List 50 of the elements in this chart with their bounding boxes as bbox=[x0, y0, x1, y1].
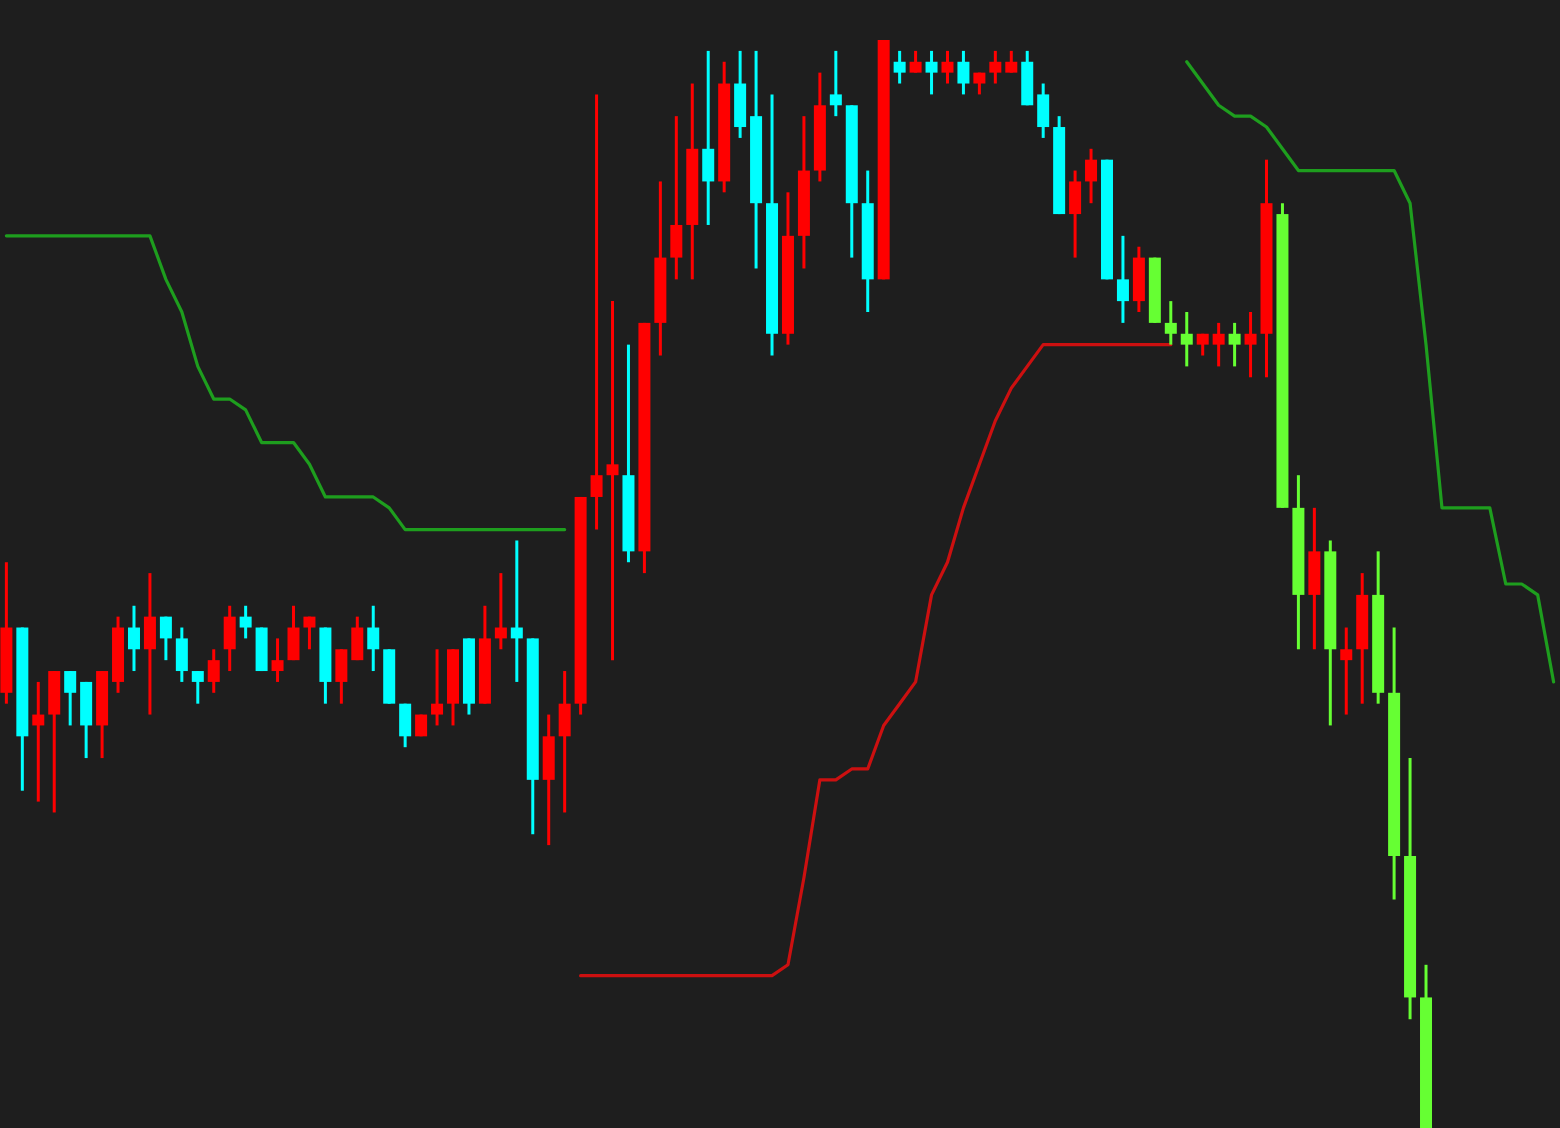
candlestick bbox=[510, 538, 523, 684]
candlestick bbox=[207, 647, 220, 695]
candlestick bbox=[670, 114, 683, 281]
candlestick bbox=[271, 636, 284, 684]
candlestick bbox=[1132, 245, 1145, 314]
candlestick bbox=[1308, 506, 1321, 651]
candlestick bbox=[191, 669, 204, 706]
candlestick bbox=[48, 669, 61, 814]
candlestick bbox=[175, 626, 188, 684]
candlestick bbox=[829, 49, 842, 118]
candlestick bbox=[32, 680, 45, 804]
candlestick bbox=[941, 49, 954, 86]
candlestick bbox=[1085, 147, 1098, 205]
candlestick bbox=[558, 669, 571, 814]
candlestick bbox=[957, 49, 970, 96]
candlestick bbox=[702, 49, 715, 227]
candlestick bbox=[1228, 321, 1241, 368]
candlestick bbox=[239, 604, 252, 640]
candlestick bbox=[1244, 310, 1257, 379]
candlestick bbox=[494, 571, 507, 651]
candlestick bbox=[223, 604, 236, 673]
candlestick bbox=[367, 604, 380, 673]
candlestick bbox=[1037, 82, 1050, 140]
candlestick bbox=[1164, 299, 1177, 347]
candlestick bbox=[127, 604, 140, 673]
candlestick bbox=[431, 647, 444, 727]
candlestick bbox=[143, 571, 156, 717]
candlestick bbox=[1069, 169, 1082, 260]
candlestick bbox=[542, 713, 555, 847]
candlestick bbox=[893, 49, 906, 86]
candlestick bbox=[925, 49, 938, 96]
candlestick bbox=[1021, 49, 1034, 107]
candlestick bbox=[1116, 234, 1129, 325]
candlestick bbox=[287, 604, 300, 662]
candlestick bbox=[64, 669, 77, 727]
candlestick bbox=[606, 299, 619, 662]
candlestick bbox=[351, 615, 364, 662]
candlestick bbox=[1340, 626, 1353, 717]
candlestick bbox=[303, 615, 316, 651]
candlestick bbox=[734, 49, 747, 140]
candlestick bbox=[1212, 321, 1225, 368]
candlestick bbox=[1180, 310, 1193, 368]
candlestick bbox=[590, 92, 603, 532]
candlestick bbox=[159, 615, 172, 662]
candlestick bbox=[989, 49, 1002, 86]
candlestick bbox=[1005, 49, 1018, 75]
candlestick bbox=[399, 702, 412, 749]
candlestick bbox=[80, 680, 93, 760]
candlestick bbox=[909, 49, 922, 75]
candlestick bbox=[335, 647, 348, 706]
